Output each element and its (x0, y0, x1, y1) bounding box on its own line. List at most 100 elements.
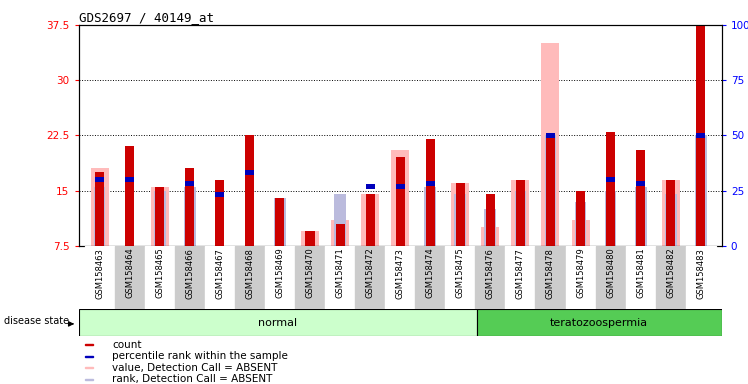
Bar (565, 246, 595, 309)
Text: value, Detection Call = ABSENT: value, Detection Call = ABSENT (112, 362, 278, 373)
Bar (606, 132, 615, 246)
Bar (325, 246, 355, 309)
Bar (125, 146, 134, 246)
Bar (636, 150, 646, 246)
Bar (391, 150, 409, 246)
Text: GSM158464: GSM158464 (125, 248, 134, 298)
Bar (205, 246, 235, 309)
Bar (546, 133, 555, 138)
Bar (85, 344, 93, 345)
Bar (85, 246, 114, 309)
Bar (295, 246, 325, 309)
Bar (571, 220, 589, 246)
Bar (595, 246, 625, 309)
Text: percentile rank within the sample: percentile rank within the sample (112, 351, 288, 361)
Text: GSM158474: GSM158474 (426, 248, 435, 298)
Bar (485, 209, 496, 246)
Bar (94, 187, 105, 246)
Text: GSM158477: GSM158477 (516, 248, 525, 298)
Bar (150, 187, 169, 246)
Bar (245, 136, 254, 246)
Text: rank, Detection Call = ABSENT: rank, Detection Call = ABSENT (112, 374, 273, 384)
Bar (154, 190, 165, 246)
Bar (186, 169, 194, 246)
Bar (114, 246, 144, 309)
Bar (85, 367, 93, 368)
Bar (635, 187, 646, 246)
Bar (515, 190, 527, 246)
Bar (426, 139, 435, 246)
Bar (482, 227, 500, 246)
Bar (155, 187, 165, 246)
Text: GSM158483: GSM158483 (696, 248, 705, 298)
Bar (512, 180, 530, 246)
Bar (186, 180, 194, 186)
Bar (91, 169, 108, 246)
Text: count: count (112, 339, 142, 350)
Bar (245, 170, 254, 175)
Bar (334, 194, 346, 246)
Bar (546, 136, 555, 246)
Text: GSM158469: GSM158469 (275, 248, 284, 298)
Bar (506, 246, 536, 309)
Bar (486, 194, 495, 246)
Bar (686, 246, 716, 309)
Bar (545, 136, 557, 246)
Bar (536, 246, 565, 309)
Text: normal: normal (258, 318, 297, 328)
Bar (456, 183, 465, 246)
Text: GSM158472: GSM158472 (366, 248, 375, 298)
Text: GSM158473: GSM158473 (396, 248, 405, 298)
Bar (666, 180, 675, 246)
Text: GSM158481: GSM158481 (636, 248, 646, 298)
Text: teratozoospermia: teratozoospermia (551, 318, 649, 328)
Bar (424, 187, 436, 246)
Bar (396, 184, 405, 189)
Bar (301, 231, 319, 246)
Text: GSM158463: GSM158463 (95, 248, 104, 298)
Bar (396, 157, 405, 246)
Bar (235, 246, 265, 309)
Bar (656, 246, 686, 309)
Text: GSM158480: GSM158480 (606, 248, 615, 298)
Bar (696, 133, 705, 138)
Bar (331, 220, 349, 246)
Bar (215, 180, 224, 246)
Text: GSM158479: GSM158479 (576, 248, 585, 298)
Bar (125, 177, 134, 182)
Text: GSM158468: GSM158468 (245, 248, 254, 298)
Bar (415, 246, 445, 309)
Bar (445, 246, 475, 309)
Bar (215, 192, 224, 197)
Bar (574, 202, 586, 246)
Text: GSM158465: GSM158465 (155, 248, 165, 298)
Bar (79, 309, 476, 336)
Bar (665, 194, 677, 246)
Text: GSM158482: GSM158482 (666, 248, 675, 298)
Bar (265, 246, 295, 309)
Bar (625, 246, 656, 309)
Bar (355, 246, 385, 309)
Bar (85, 379, 93, 380)
Bar (695, 136, 707, 246)
Bar (305, 231, 314, 246)
Bar (696, 25, 705, 246)
Bar (476, 309, 722, 336)
Text: disease state: disease state (4, 316, 69, 326)
Bar (85, 356, 93, 357)
Bar (576, 190, 585, 246)
Bar (274, 198, 286, 246)
Text: GSM158478: GSM158478 (546, 248, 555, 298)
Text: GSM158471: GSM158471 (336, 248, 345, 298)
Bar (366, 194, 375, 246)
Bar (361, 194, 379, 246)
Bar (636, 180, 646, 186)
Bar (455, 194, 466, 246)
Bar (542, 43, 560, 246)
Bar (606, 177, 615, 182)
Bar (366, 184, 375, 189)
Bar (175, 246, 205, 309)
Bar (426, 180, 435, 186)
Bar (95, 177, 104, 182)
Bar (451, 183, 469, 246)
